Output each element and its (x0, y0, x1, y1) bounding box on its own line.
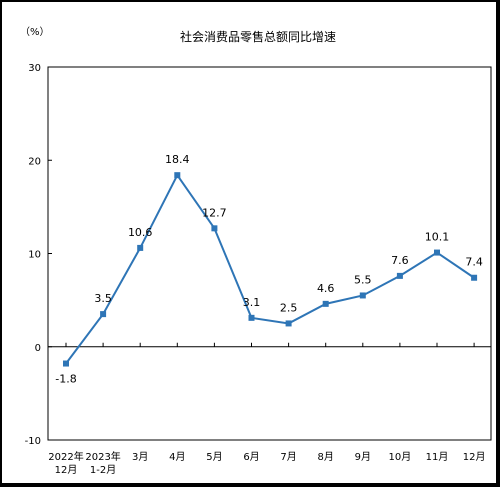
data-point-marker (211, 225, 218, 232)
data-point-marker (63, 360, 69, 367)
x-tick-label: 10月 (389, 451, 412, 463)
x-tick-label: 5月 (206, 451, 222, 463)
data-label: 3.1 (243, 296, 261, 309)
x-tick-label-line: 1-2月 (90, 464, 116, 476)
data-label: 5.5 (354, 273, 372, 286)
y-tick-label: 20 (28, 156, 41, 167)
data-point-marker (471, 274, 478, 281)
x-tick-label-line: 6月 (243, 451, 259, 463)
y-tick-label: 30 (28, 63, 41, 74)
series-layer (63, 172, 478, 367)
x-tick-label: 4月 (169, 451, 185, 463)
x-tick-label: 3月 (132, 451, 148, 463)
x-tick-label: 2022年 12月 (48, 450, 83, 476)
x-tick-label-line: 10月 (389, 451, 412, 463)
y-tick-label: 0 (35, 343, 41, 354)
data-point-marker (100, 311, 107, 318)
x-tick-label-line: 8月 (318, 451, 334, 463)
data-label: 3.5 (94, 292, 112, 305)
x-tick-label-line: 9月 (355, 451, 371, 463)
x-tick-label: 9月 (355, 451, 371, 463)
x-tick-label: 7月 (280, 451, 296, 463)
x-tick-label: 11月 (426, 451, 449, 463)
x-tick-label-line: 2023年 (85, 450, 120, 463)
data-label: 7.6 (391, 254, 409, 267)
x-tick-label: 2023年 1-2月 (85, 450, 120, 476)
x-tick-label-line: 4月 (169, 451, 185, 463)
chart-frame: 社会消费品零售总额同比增速 （%） 30 20 10 0 -10 2022年 12月 2023… (2, 2, 496, 483)
data-point-marker (174, 172, 181, 179)
plot-area (47, 66, 492, 441)
data-label: 10.6 (128, 226, 153, 239)
series-line (65, 173, 475, 365)
y-tick-label: -10 (25, 436, 41, 447)
data-point-marker (434, 249, 440, 256)
data-label: -1.8 (55, 373, 76, 386)
x-tick-label-line: 7月 (280, 451, 296, 463)
data-label: 7.4 (465, 256, 483, 269)
x-tick-label: 6月 (243, 451, 259, 463)
x-tick-label: 12月 (463, 451, 486, 463)
data-label: 4.6 (317, 282, 335, 295)
data-label: 10.1 (425, 231, 450, 244)
data-label: 18.4 (165, 153, 190, 166)
x-tick-label-line: 3月 (132, 451, 148, 463)
y-axis-unit: （%） (20, 26, 50, 38)
data-point-marker (248, 314, 255, 321)
x-tick-label-line: 11月 (426, 451, 449, 463)
data-label: 2.5 (280, 301, 298, 314)
data-point-marker (359, 292, 366, 299)
x-tick-label: 8月 (318, 451, 334, 463)
x-tick-label-line: 12月 (55, 464, 78, 476)
data-point-marker (322, 300, 329, 307)
x-tick-label-line: 2022年 (48, 450, 83, 463)
data-point-marker (396, 272, 403, 279)
x-tick-label-line: 12月 (463, 451, 486, 463)
data-label-layer: -1.8 3.5 10.6 18.4 12.7 3.1 2.5 4.6 5.5 7.6 10.1 7.… (55, 153, 483, 385)
x-tick-label-line: 5月 (206, 451, 222, 463)
data-label: 12.7 (202, 206, 227, 219)
data-point-marker (137, 244, 144, 251)
chart-title: 社会消费品零售总额同比增速 (180, 29, 336, 44)
data-point-marker (285, 320, 292, 327)
y-tick-label: 10 (28, 250, 41, 261)
